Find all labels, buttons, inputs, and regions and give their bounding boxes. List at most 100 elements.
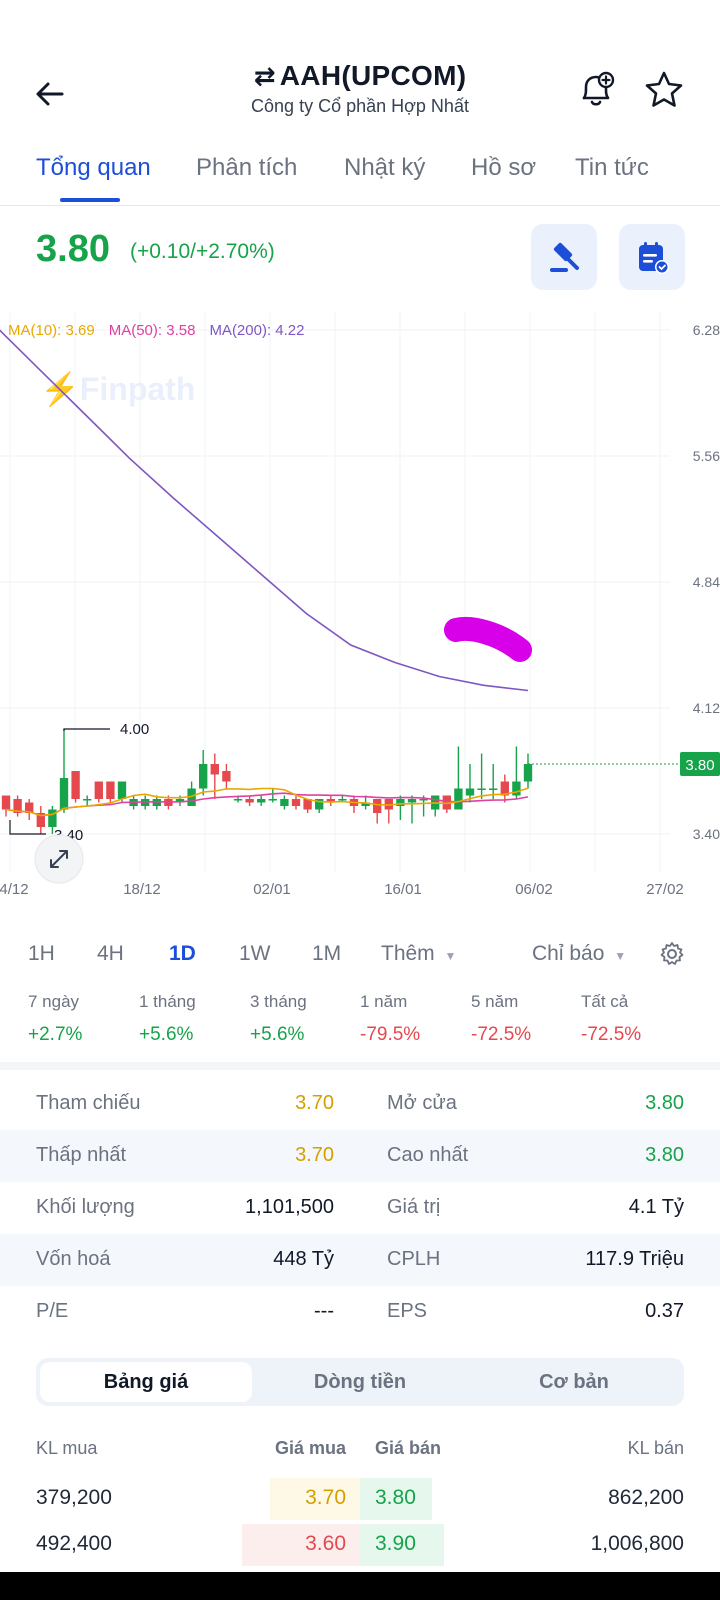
stat-label: Thấp nhất xyxy=(36,1144,127,1166)
ask-price[interactable]: 3.80 xyxy=(375,1486,416,1509)
segment-fundamentals[interactable]: Cơ bản xyxy=(539,1371,609,1393)
x-tick-label: 27/02 xyxy=(646,881,684,898)
y-tick-label: 4.84 xyxy=(693,574,720,590)
tab-news[interactable]: Tin tức xyxy=(575,154,649,181)
ask-price[interactable]: 3.90 xyxy=(375,1532,416,1555)
candle-body xyxy=(1,795,11,810)
perf-value: -79.5% xyxy=(360,1024,421,1045)
stats-table: Tham chiếu 3.70 Mở cửa 3.80 Thấp nhất 3.… xyxy=(0,1078,720,1338)
order-book-row: 379,200 3.70 3.80 862,200 xyxy=(0,1478,720,1520)
stat-value: 3.70 xyxy=(295,1144,334,1166)
tab-profile[interactable]: Hồ sơ xyxy=(471,154,537,181)
perf-label: 1 năm xyxy=(360,992,408,1011)
star-icon xyxy=(645,71,683,107)
candle-body xyxy=(117,781,127,799)
timeframe-1w[interactable]: 1W xyxy=(239,942,271,965)
ma-legend: MA(10): 3.69 MA(50): 3.58 MA(200): 4.22 xyxy=(8,322,318,339)
bid-volume: 492,400 xyxy=(36,1532,112,1555)
order-button[interactable] xyxy=(531,224,597,290)
section-divider xyxy=(0,1062,720,1070)
segment-money-flow[interactable]: Dòng tiền xyxy=(313,1371,407,1393)
bid-depth-bar xyxy=(242,1524,360,1566)
watermark-logo: ⚡Finpath xyxy=(40,371,195,408)
candle-body xyxy=(94,781,103,799)
price-change: (+0.10/+2.70%) xyxy=(130,240,275,263)
more-dropdown[interactable]: Thêm ▼ xyxy=(381,942,456,966)
current-price-label: 3.80 xyxy=(685,757,714,774)
stat-value: 3.70 xyxy=(295,1092,334,1114)
stat-value: 3.80 xyxy=(645,1144,684,1166)
timeframe-selector: 1H 4H 1D 1W 1M Thêm ▼ Chỉ báo ▼ xyxy=(0,942,720,982)
timeframe-1m[interactable]: 1M xyxy=(312,942,342,965)
candle-body xyxy=(83,799,92,801)
ask-volume: 862,200 xyxy=(608,1486,684,1509)
segment-price-board[interactable]: Bảng giá xyxy=(40,1362,252,1402)
tab-overview[interactable]: Tổng quan xyxy=(36,154,151,181)
stat-value: --- xyxy=(314,1300,334,1322)
active-tab-indicator xyxy=(60,198,120,202)
candle-body xyxy=(48,809,57,827)
stat-label: Vốn hoá xyxy=(36,1248,111,1270)
indicators-dropdown[interactable]: Chỉ báo ▼ xyxy=(532,942,626,966)
chart-canvas[interactable]: 6.28 5.56 4.84 4.12 3.40 4/12 18/12 02/01 16/01 0… xyxy=(0,312,720,918)
price-chart[interactable]: 6.28 5.56 4.84 4.12 3.40 4/12 18/12 02/01 16/01 0… xyxy=(0,312,720,918)
header-bid-volume: KL mua xyxy=(36,1438,98,1458)
arrow-left-icon xyxy=(36,82,64,106)
stat-row: Tham chiếu 3.70 Mở cửa 3.80 xyxy=(0,1078,720,1130)
timeframe-1h[interactable]: 1H xyxy=(28,942,55,965)
bid-price[interactable]: 3.60 xyxy=(305,1532,346,1555)
low-marker-line xyxy=(9,820,46,835)
candle-body xyxy=(245,799,254,803)
stat-label: CPLH xyxy=(387,1248,441,1270)
candle-body xyxy=(338,799,347,801)
company-name: Công ty Cổ phần Hợp Nhất xyxy=(251,96,469,116)
caret-down-icon: ▼ xyxy=(444,949,457,963)
candle-body xyxy=(36,813,45,827)
candle-body xyxy=(25,802,34,813)
x-tick-label: 02/01 xyxy=(253,881,291,898)
candle-body xyxy=(477,788,486,790)
page-title: ⇄ AAH(UPCOM) xyxy=(160,60,560,92)
ma10-line xyxy=(5,787,529,817)
y-tick-label: 5.56 xyxy=(693,448,720,464)
candle-body xyxy=(13,799,22,813)
candle-body xyxy=(291,799,301,806)
candle-body xyxy=(187,788,196,806)
x-tick-label: 18/12 xyxy=(123,881,161,898)
order-book-row: 492,400 3.60 3.90 1,006,800 xyxy=(0,1524,720,1566)
candle-body xyxy=(175,799,185,803)
perf-value: +2.7% xyxy=(28,1024,83,1045)
performance-strip: 7 ngày +2.7% 1 tháng +5.6% 3 tháng +5.6%… xyxy=(0,992,720,1052)
candle-body xyxy=(396,799,405,806)
stat-row: P/E --- EPS 0.37 xyxy=(0,1286,720,1338)
favorite-button[interactable] xyxy=(642,68,686,112)
timeframe-4h[interactable]: 4H xyxy=(97,942,124,965)
timeframe-1d[interactable]: 1D xyxy=(169,942,196,965)
tab-journal[interactable]: Nhật ký xyxy=(344,154,426,181)
header-ask-volume: KL bán xyxy=(627,1438,684,1458)
bid-depth-bar xyxy=(270,1478,360,1520)
settings-button[interactable] xyxy=(658,940,686,974)
bid-price[interactable]: 3.70 xyxy=(305,1486,346,1509)
calendar-button[interactable] xyxy=(619,224,685,290)
candle-body xyxy=(268,799,277,801)
back-button[interactable] xyxy=(28,72,72,116)
indicators-label: Chỉ báo xyxy=(532,942,605,965)
caret-down-icon: ▼ xyxy=(614,949,627,963)
stat-row: Thấp nhất 3.70 Cao nhất 3.80 xyxy=(0,1130,720,1182)
candle-body xyxy=(373,799,382,813)
stat-value: 448 Tỷ xyxy=(273,1248,334,1270)
tab-analysis[interactable]: Phân tích xyxy=(196,154,298,181)
main-tabs: Tổng quan Phân tích Nhật ký Hồ sơ Tin tứ… xyxy=(0,150,720,206)
price-alert-button[interactable] xyxy=(574,68,618,112)
y-tick-label: 3.40 xyxy=(693,826,720,842)
candle-body xyxy=(500,781,509,796)
candle-body xyxy=(419,799,428,801)
candle-body xyxy=(361,802,370,806)
candle-body xyxy=(59,778,69,810)
candle-body xyxy=(442,795,451,810)
ma200-line xyxy=(0,329,529,692)
perf-label: 1 tháng xyxy=(139,992,196,1011)
perf-label: 7 ngày xyxy=(28,992,80,1011)
candle-body xyxy=(489,788,498,790)
